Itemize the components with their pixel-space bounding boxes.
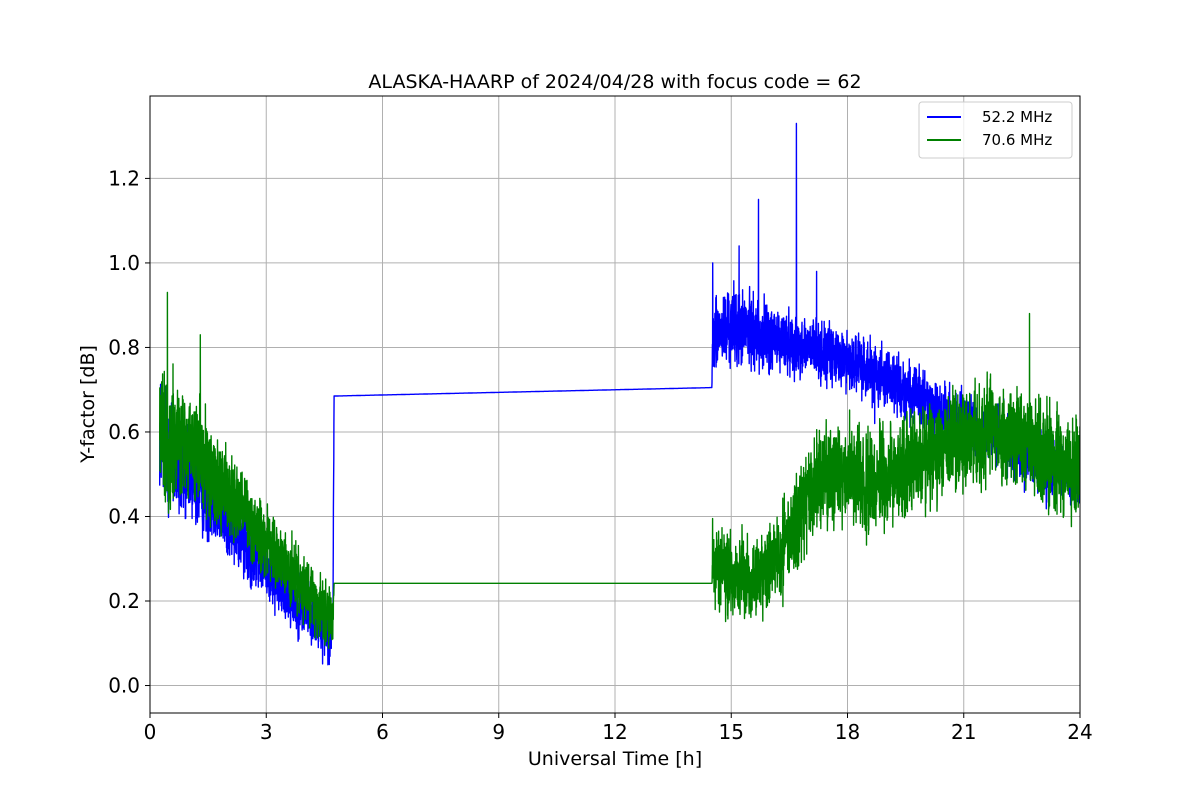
x-axis-ticks: 0 3 6 9 12 15 18 21 24 xyxy=(144,713,1093,744)
y-tick-label: 0.2 xyxy=(108,589,140,613)
y-tick-label: 1.2 xyxy=(108,166,140,190)
y-tick-label: 0.6 xyxy=(108,420,140,444)
y-tick-label: 1.0 xyxy=(108,251,140,275)
chart-title: ALASKA-HAARP of 2024/04/28 with focus co… xyxy=(368,71,861,93)
series-layer xyxy=(159,122,1080,666)
x-tick-label: 15 xyxy=(719,720,744,744)
x-tick-label: 18 xyxy=(835,720,860,744)
y-tick-label: 0.8 xyxy=(108,335,140,359)
legend-label-52-2: 52.2 MHz xyxy=(982,108,1052,126)
x-tick-label: 9 xyxy=(492,720,505,744)
y-tick-label: 0.4 xyxy=(108,504,140,528)
y-tick-label: 0.0 xyxy=(108,674,140,698)
y-axis-ticks: 0.0 0.2 0.4 0.6 0.8 1.0 1.2 xyxy=(108,166,150,698)
y-axis-label: Y-factor [dB] xyxy=(77,345,99,464)
series-line-52-2-mhz xyxy=(159,122,1080,666)
x-tick-label: 0 xyxy=(144,720,157,744)
x-tick-label: 21 xyxy=(951,720,976,744)
x-tick-label: 24 xyxy=(1067,720,1092,744)
x-tick-label: 3 xyxy=(260,720,273,744)
x-tick-label: 6 xyxy=(376,720,389,744)
legend-label-70-6: 70.6 MHz xyxy=(982,131,1052,149)
series-line-70-6-mhz xyxy=(159,291,1080,649)
legend: 52.2 MHz 70.6 MHz xyxy=(918,101,1073,159)
x-axis-label: Universal Time [h] xyxy=(528,748,702,770)
x-tick-label: 12 xyxy=(602,720,627,744)
